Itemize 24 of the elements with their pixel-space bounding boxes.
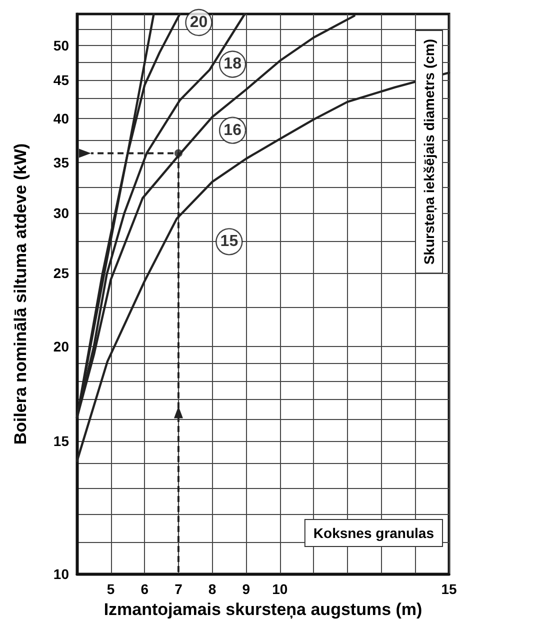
y-axis-title: Boilera nominālā siltuma atdeve (kW): [11, 143, 30, 445]
annotation: 18: [224, 56, 242, 73]
y-tick-label: 15: [53, 432, 70, 449]
y-tick-label: 30: [53, 205, 70, 222]
annotation: 15: [220, 233, 238, 250]
x-tick-label: 7: [174, 581, 183, 597]
x-tick-label: 5: [106, 581, 115, 597]
x-tick-label: 6: [140, 581, 149, 597]
x-tick-label: 10: [272, 581, 288, 597]
annotation: Skursteņa iekšējais diametrs (cm): [421, 38, 438, 265]
y-tick-label: 40: [53, 110, 70, 127]
y-tick-label: 45: [53, 72, 70, 88]
y-tick-label: 20: [53, 338, 70, 354]
annotation: 20: [190, 14, 208, 31]
y-tick-label: 25: [53, 265, 70, 282]
y-tick-label: 50: [53, 37, 70, 54]
x-axis-title: Izmantojamais skursteņa augstums (m): [104, 600, 422, 619]
y-tick-label: 10: [53, 566, 70, 582]
x-tick-label: 9: [242, 581, 250, 597]
x-tick-label: 15: [441, 581, 457, 597]
y-tick-label: 35: [53, 154, 70, 170]
annotation: Koksnes granulas: [313, 525, 434, 541]
x-tick-label: 8: [208, 581, 216, 597]
annotation: 16: [224, 122, 242, 139]
